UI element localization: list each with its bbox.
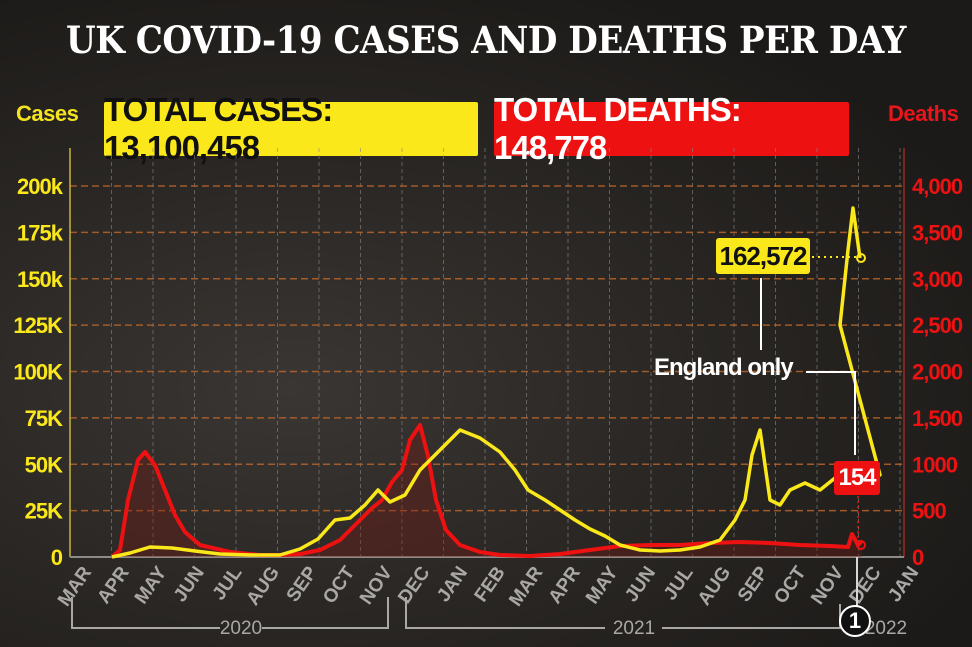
year-label-2022: 2022: [865, 618, 907, 639]
month-label: FEB: [471, 563, 510, 606]
month-label: DEC: [394, 563, 434, 608]
month-label: JUL: [209, 563, 247, 605]
deaths-area: [112, 425, 862, 557]
left-y-tick: 75K: [25, 406, 63, 431]
left-y-tick: 125K: [13, 313, 63, 338]
latest-deaths-callout: 154: [834, 461, 880, 495]
chart-title: UK COVID-19 CASES AND DEATHS PER DAY: [65, 18, 907, 62]
month-label: MAY: [131, 563, 172, 608]
right-y-tick: 0: [912, 545, 924, 570]
left-y-tick: 150k: [17, 267, 64, 292]
year-label-2020: 2020: [220, 618, 262, 639]
month-label: JUN: [621, 563, 660, 606]
month-label: OCT: [770, 563, 810, 608]
left-axis-title: Cases: [16, 101, 79, 126]
month-label: SEP: [734, 563, 773, 606]
month-label: APR: [93, 563, 133, 608]
left-y-tick: 0: [51, 545, 63, 570]
latest-cases-callout: 162,572: [716, 238, 810, 274]
left-y-tick: 50K: [25, 452, 63, 477]
left-y-tick: 25K: [25, 499, 63, 524]
right-y-tick: 4,000: [912, 174, 963, 199]
right-y-tick: 3,500: [912, 220, 963, 245]
right-y-tick: 2,500: [912, 313, 963, 338]
right-y-tick: 1000: [912, 452, 958, 477]
total-deaths-badge: TOTAL DEATHS: 148,778: [494, 91, 849, 166]
year-bracket-2020: [71, 597, 220, 629]
right-axis-title: Deaths: [888, 101, 959, 126]
year-label-2021: 2021: [613, 618, 655, 639]
left-y-tick: 100K: [13, 360, 63, 385]
month-label: OCT: [319, 563, 359, 608]
england-leader-deaths: [806, 371, 856, 455]
left-y-tick: 200k: [17, 174, 64, 199]
month-label: NOV: [356, 563, 397, 609]
right-y-tick: 500: [912, 499, 946, 524]
month-label: APR: [545, 563, 585, 608]
latest-cases-marker: [856, 253, 866, 263]
month-label: DEC: [845, 563, 885, 608]
month-label: MAY: [582, 563, 623, 608]
year-bracket-2021: [405, 597, 605, 629]
england-only-note: England only: [654, 354, 794, 381]
right-y-tick: 2,000: [912, 360, 963, 385]
month-label: JUL: [660, 563, 698, 605]
month-label: JUN: [170, 563, 209, 606]
year-bracket-2021: [662, 604, 841, 629]
left-y-tick: 175k: [17, 220, 64, 245]
latest-deaths-marker: [856, 540, 866, 550]
month-label: NOV: [807, 563, 848, 609]
month-label: JAN: [433, 563, 472, 606]
year-bracket-2020: [262, 597, 389, 629]
month-label: AUG: [243, 563, 284, 610]
month-label: AUG: [694, 563, 735, 610]
month-label: MAR: [505, 563, 547, 611]
month-label: SEP: [283, 563, 322, 606]
right-y-tick: 3,000: [912, 267, 963, 292]
right-y-tick: 1,500: [912, 406, 963, 431]
deaths-line: [110, 423, 864, 559]
cases-line: [111, 206, 882, 559]
footnote-marker: 1: [839, 605, 871, 637]
